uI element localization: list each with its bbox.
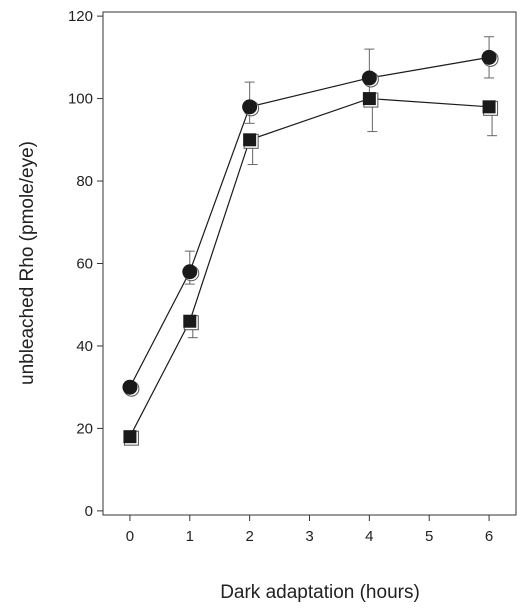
circle-point xyxy=(481,49,497,65)
y-tick-label: 60 xyxy=(76,256,93,273)
y-axis-label: unbleached Rho (pmole/eye) xyxy=(17,141,38,385)
square-point xyxy=(183,314,197,328)
series-lines xyxy=(129,56,490,437)
y-tick-label: 100 xyxy=(68,91,93,108)
square-point xyxy=(482,100,496,114)
x-tick-label: 6 xyxy=(485,528,493,545)
error-bars xyxy=(184,36,498,339)
circle-point xyxy=(242,99,258,115)
x-tick-label: 3 xyxy=(305,528,313,545)
x-tick-label: 2 xyxy=(245,528,253,545)
y-tick-label: 40 xyxy=(76,338,93,355)
y-ticks: 0 20 40 60 80 100 120 xyxy=(68,8,103,520)
circle-point xyxy=(182,264,198,280)
circle-point xyxy=(361,70,377,86)
x-axis-label: Dark adaptation (hours) xyxy=(220,582,420,603)
x-tick-label: 0 xyxy=(126,528,134,545)
x-ticks: 0 1 2 3 4 5 6 xyxy=(126,515,493,545)
axes-frame xyxy=(102,11,517,516)
y-tick-label: 0 xyxy=(85,503,93,520)
square-point xyxy=(243,133,257,147)
y-tick-label: 80 xyxy=(76,173,93,190)
y-tick-label: 20 xyxy=(76,420,93,437)
series-markers xyxy=(122,49,499,446)
square-point xyxy=(123,430,137,444)
square-point xyxy=(362,92,376,106)
x-tick-label: 1 xyxy=(186,528,194,545)
x-tick-label: 4 xyxy=(365,528,373,545)
y-tick-label: 120 xyxy=(68,8,93,25)
series-line-circle xyxy=(129,56,490,388)
plot-frame xyxy=(102,11,517,516)
circle-point xyxy=(122,379,138,395)
x-tick-label: 5 xyxy=(425,528,433,545)
